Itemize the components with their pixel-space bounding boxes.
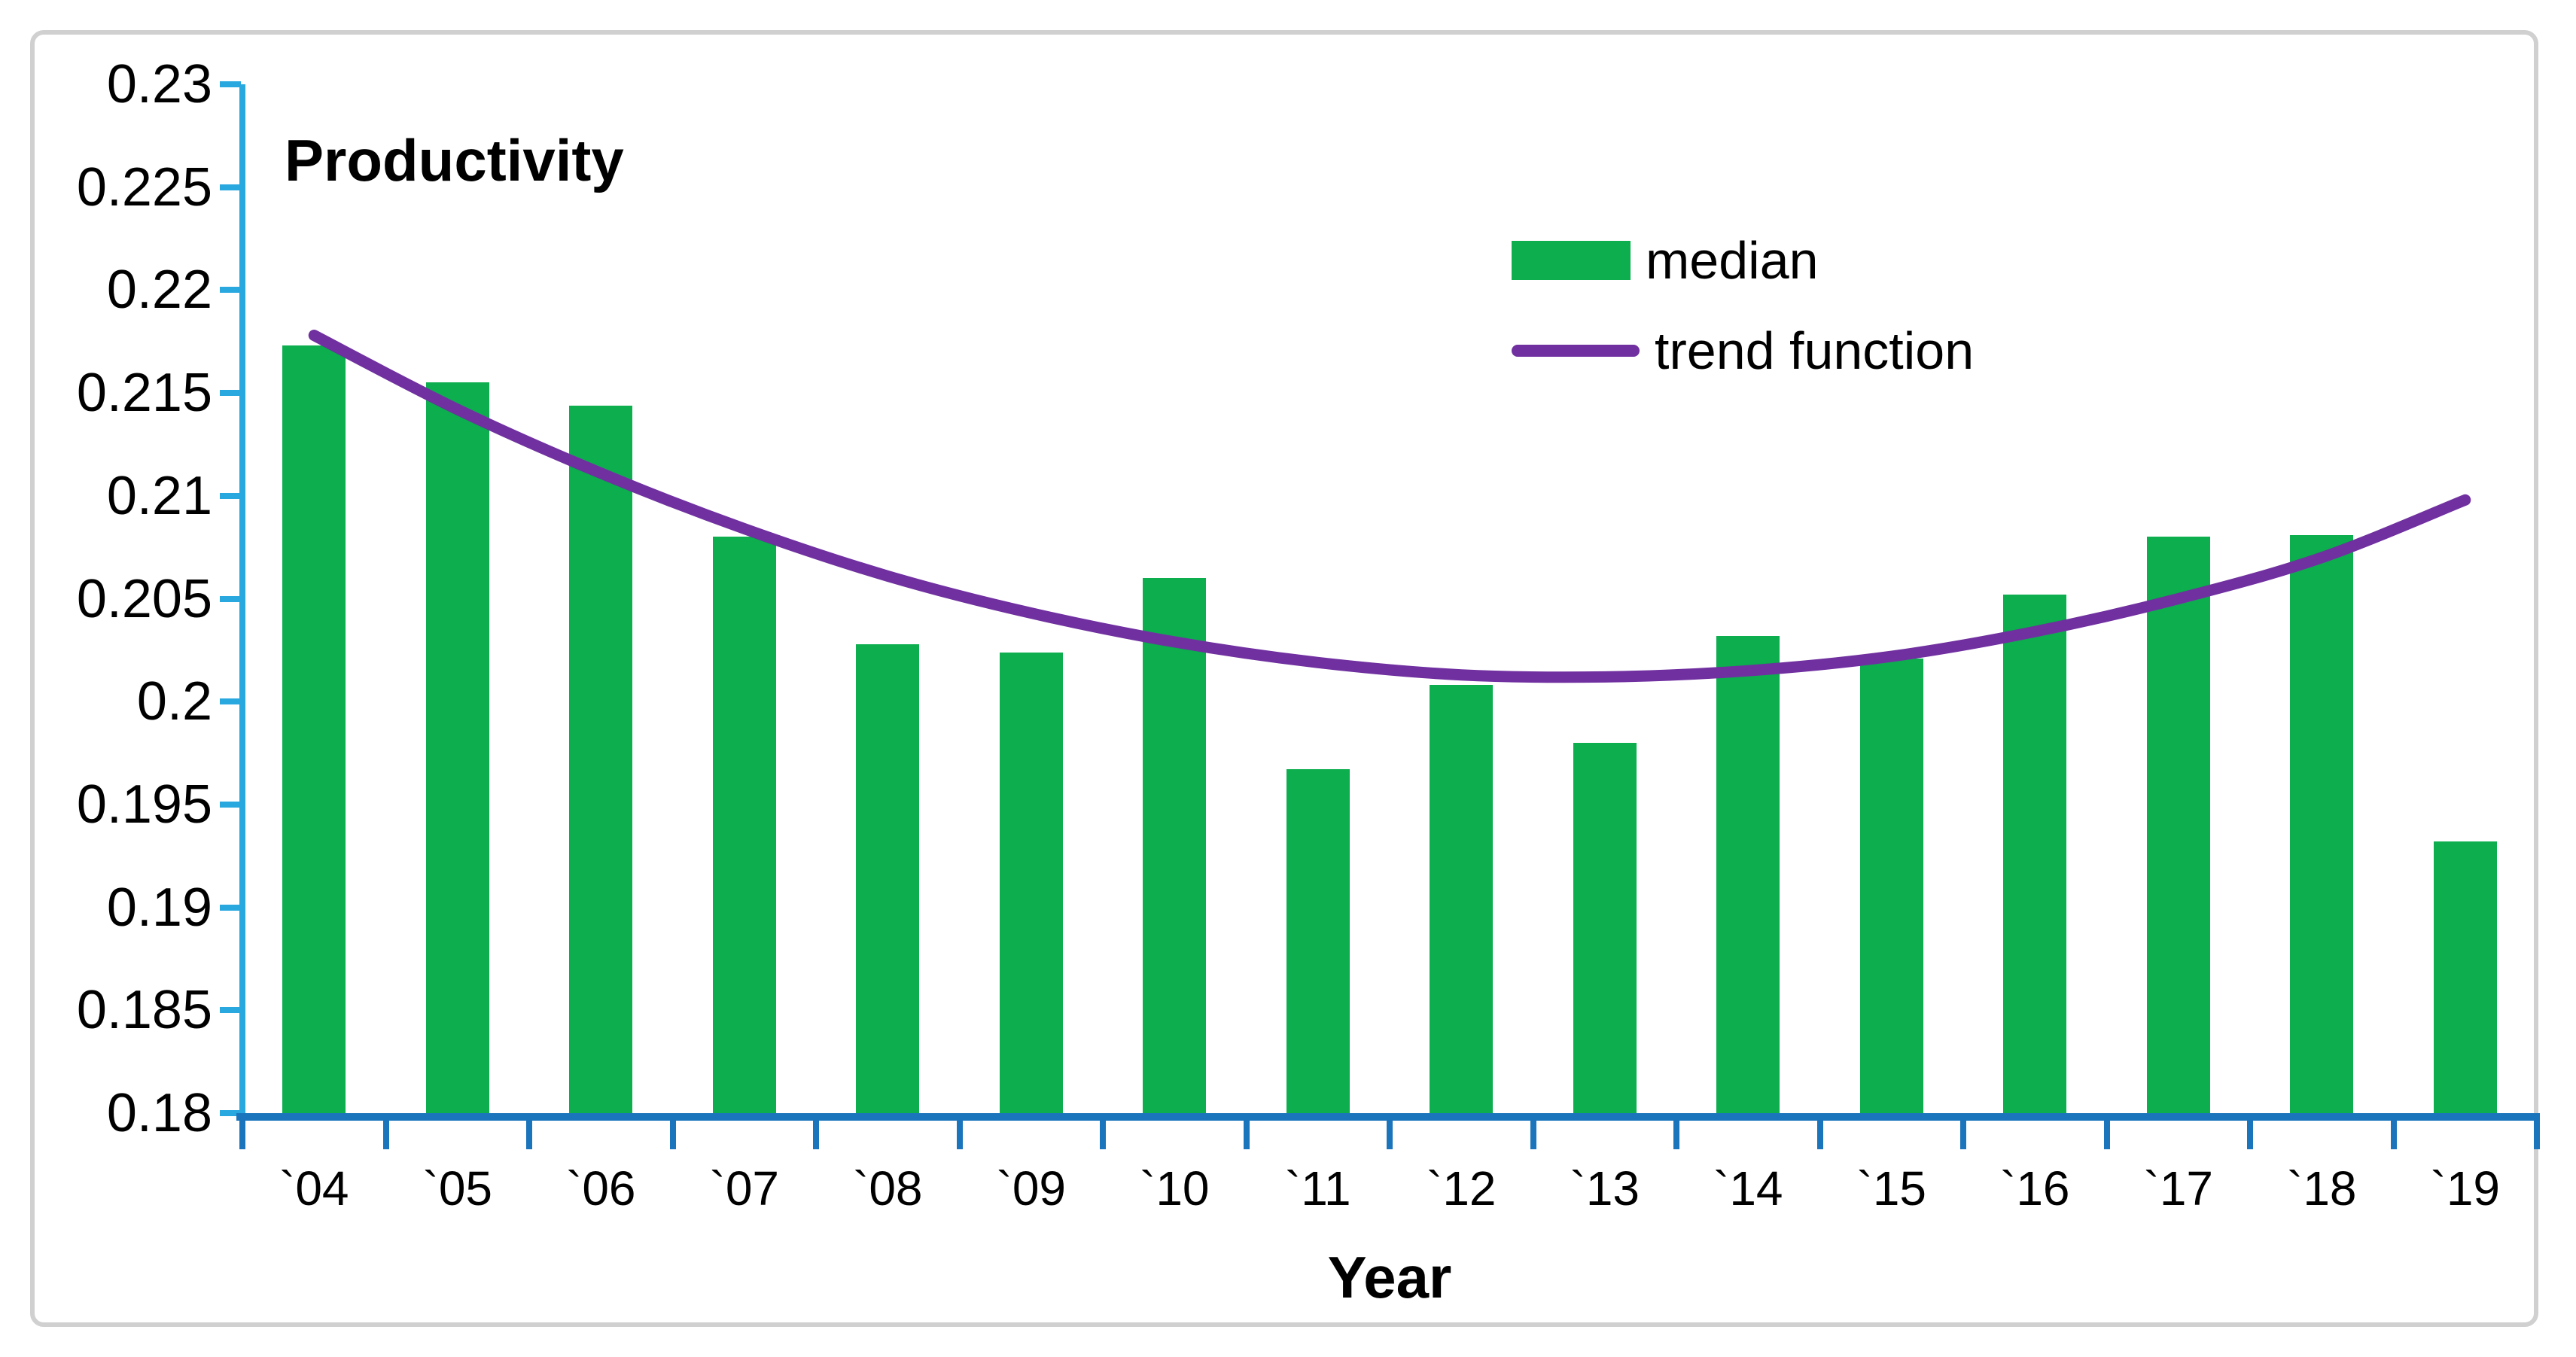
y-axis-line <box>239 84 245 1115</box>
x-tick-label-07: `07 <box>709 1161 780 1216</box>
y-tick-label-0.21: 0.21 <box>106 465 212 526</box>
median-swatch-icon <box>1512 241 1631 280</box>
trend-line-swatch-icon <box>1512 345 1640 357</box>
bar-09 <box>999 652 1063 1113</box>
y-tick-0.18 <box>220 1110 241 1116</box>
y-axis-title: Productivity <box>285 127 624 193</box>
x-tick-label-18: `18 <box>2287 1161 2357 1216</box>
y-tick-0.195 <box>220 801 241 808</box>
y-tick-label-0.23: 0.23 <box>106 54 212 114</box>
y-tick-0.19 <box>220 904 241 911</box>
bar-10 <box>1143 578 1207 1113</box>
y-tick-0.23 <box>220 81 241 87</box>
legend-label-median: median <box>1646 231 1819 290</box>
y-tick-label-0.195: 0.195 <box>76 774 212 835</box>
y-tick-label-0.215: 0.215 <box>76 363 212 424</box>
legend-label-trend: trend function <box>1655 321 1975 380</box>
y-tick-label-0.205: 0.205 <box>76 568 212 629</box>
x-tick-label-16: `16 <box>2000 1161 2070 1216</box>
x-tick-label-04: `04 <box>279 1161 349 1216</box>
y-tick-label-0.185: 0.185 <box>76 980 212 1041</box>
x-tick-label-08: `08 <box>853 1161 923 1216</box>
x-tick-14 <box>2247 1119 2253 1149</box>
bar-15 <box>1859 658 1923 1113</box>
x-tick-10 <box>1673 1119 1679 1149</box>
bar-12 <box>1430 685 1494 1113</box>
x-tick-15 <box>2390 1119 2397 1149</box>
plot-area: 0.23 0.225 0.22 0.215 0.21 0.205 0.2 0.195 0.19 0… <box>77 54 2540 1216</box>
x-tick-3 <box>669 1119 676 1149</box>
trend-line-path <box>308 330 2471 683</box>
y-tick-label-0.22: 0.22 <box>106 260 212 321</box>
bar-16 <box>2003 595 2067 1113</box>
x-tick-2 <box>526 1119 532 1149</box>
x-tick-label-19: `19 <box>2430 1161 2501 1216</box>
x-tick-13 <box>2103 1119 2110 1149</box>
x-tick-1 <box>382 1119 389 1149</box>
x-tick-0 <box>239 1119 245 1149</box>
y-tick-label-0.18: 0.18 <box>106 1083 212 1143</box>
bar-19 <box>2433 841 2497 1113</box>
x-axis-line <box>236 1113 2540 1121</box>
bar-08 <box>856 644 920 1113</box>
x-tick-label-05: `05 <box>422 1161 493 1216</box>
legend: median trend function <box>1512 232 1974 379</box>
x-tick-label-10: `10 <box>1140 1161 1210 1216</box>
x-tick-5 <box>956 1119 963 1149</box>
x-tick-label-06: `06 <box>566 1161 636 1216</box>
x-tick-9 <box>1530 1119 1536 1149</box>
y-tick-label-0.19: 0.19 <box>106 877 212 938</box>
y-tick-0.21 <box>220 492 241 499</box>
x-tick-16 <box>2534 1119 2540 1149</box>
bar-18 <box>2290 534 2354 1113</box>
x-tick-label-12: `12 <box>1427 1161 1497 1216</box>
y-tick-0.2 <box>220 698 241 705</box>
y-tick-0.22 <box>220 287 241 294</box>
legend-item-median: median <box>1512 232 1974 289</box>
y-tick-0.205 <box>220 595 241 602</box>
x-tick-label-11: `11 <box>1284 1161 1351 1216</box>
x-tick-4 <box>813 1119 819 1149</box>
x-tick-8 <box>1387 1119 1393 1149</box>
bar-14 <box>1716 635 1780 1113</box>
trend-line <box>308 330 2471 683</box>
x-tick-7 <box>1243 1119 1250 1149</box>
x-tick-12 <box>1960 1119 1966 1149</box>
bar-04 <box>282 345 346 1113</box>
x-tick-label-15: `15 <box>1856 1161 1927 1216</box>
bar-05 <box>425 382 489 1113</box>
bar-13 <box>1573 742 1637 1113</box>
x-tick-label-13: `13 <box>1570 1161 1640 1216</box>
x-tick-label-17: `17 <box>2143 1161 2214 1216</box>
y-tick-label-0.225: 0.225 <box>76 157 212 218</box>
y-tick-0.185 <box>220 1007 241 1014</box>
y-tick-0.215 <box>220 390 241 397</box>
x-tick-label-14: `14 <box>1713 1161 1783 1216</box>
x-tick-11 <box>1816 1119 1823 1149</box>
y-tick-label-0.2: 0.2 <box>136 671 212 732</box>
x-tick-label-09: `09 <box>996 1161 1067 1216</box>
x-axis-title: Year <box>1327 1244 1452 1310</box>
y-tick-0.225 <box>220 184 241 190</box>
bar-07 <box>712 537 776 1113</box>
legend-item-trend: trend function <box>1512 322 1974 379</box>
bar-06 <box>569 405 633 1113</box>
bar-17 <box>2146 537 2210 1113</box>
x-tick-6 <box>1100 1119 1106 1149</box>
bar-11 <box>1286 769 1350 1113</box>
